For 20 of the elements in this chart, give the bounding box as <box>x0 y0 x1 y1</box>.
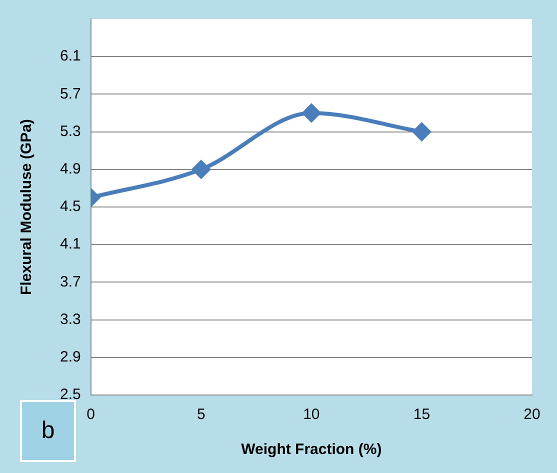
y-tick-label: 6.1 <box>60 48 81 65</box>
y-tick-label: 4.9 <box>60 160 81 178</box>
y-tick-label: 5.7 <box>60 85 81 102</box>
y-tick-label: 3.7 <box>60 273 81 290</box>
x-tick-label: 20 <box>524 406 540 424</box>
y-tick-label: 5.3 <box>60 122 81 140</box>
text: b <box>41 417 55 444</box>
x-axis-title: Weight Fraction (%) <box>241 441 382 458</box>
y-axis-title: Flexural Moduluse (GPa) <box>18 119 36 295</box>
y-tick-label: 3.3 <box>60 310 81 328</box>
y-tick-label: 2.5 <box>60 386 81 404</box>
x-tick-label: 15 <box>413 406 430 424</box>
x-tick-label: 5 <box>196 406 206 424</box>
x-tick-label: 0 <box>86 406 96 424</box>
point <box>412 122 431 141</box>
y-tick-label: 4.1 <box>60 236 81 253</box>
y-tick-label: 2.9 <box>60 348 81 366</box>
point <box>302 104 320 122</box>
y-tick-label: 4.5 <box>60 198 81 216</box>
x-tick-label: 10 <box>303 406 320 424</box>
